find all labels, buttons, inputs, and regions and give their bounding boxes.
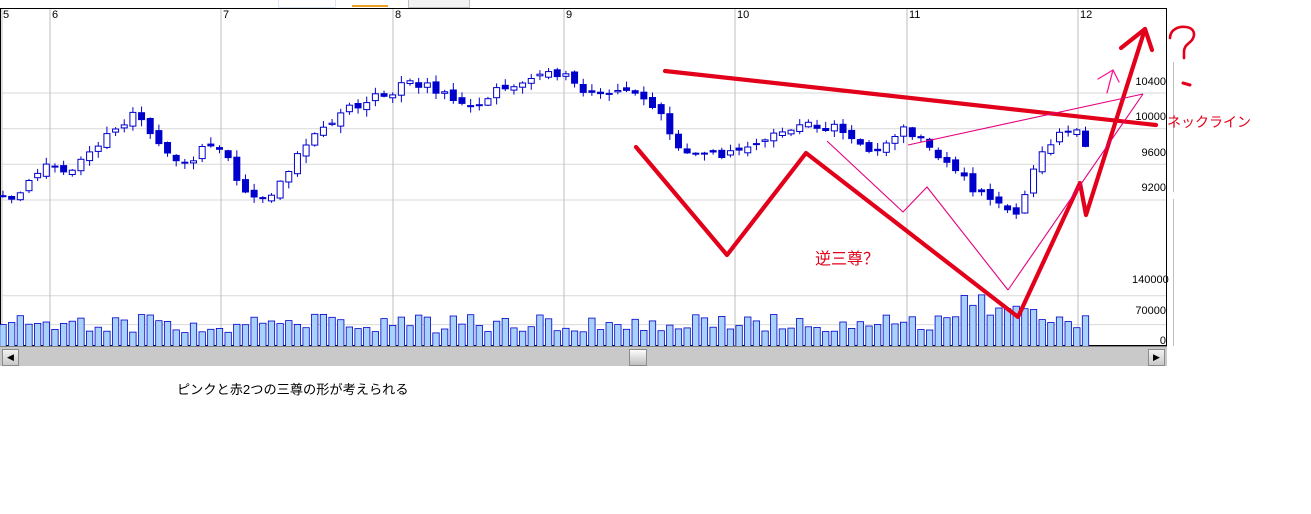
svg-text:逆三尊？: 逆三尊？	[815, 250, 879, 268]
svg-text:ネックライン: ネックライン	[1167, 114, 1251, 130]
